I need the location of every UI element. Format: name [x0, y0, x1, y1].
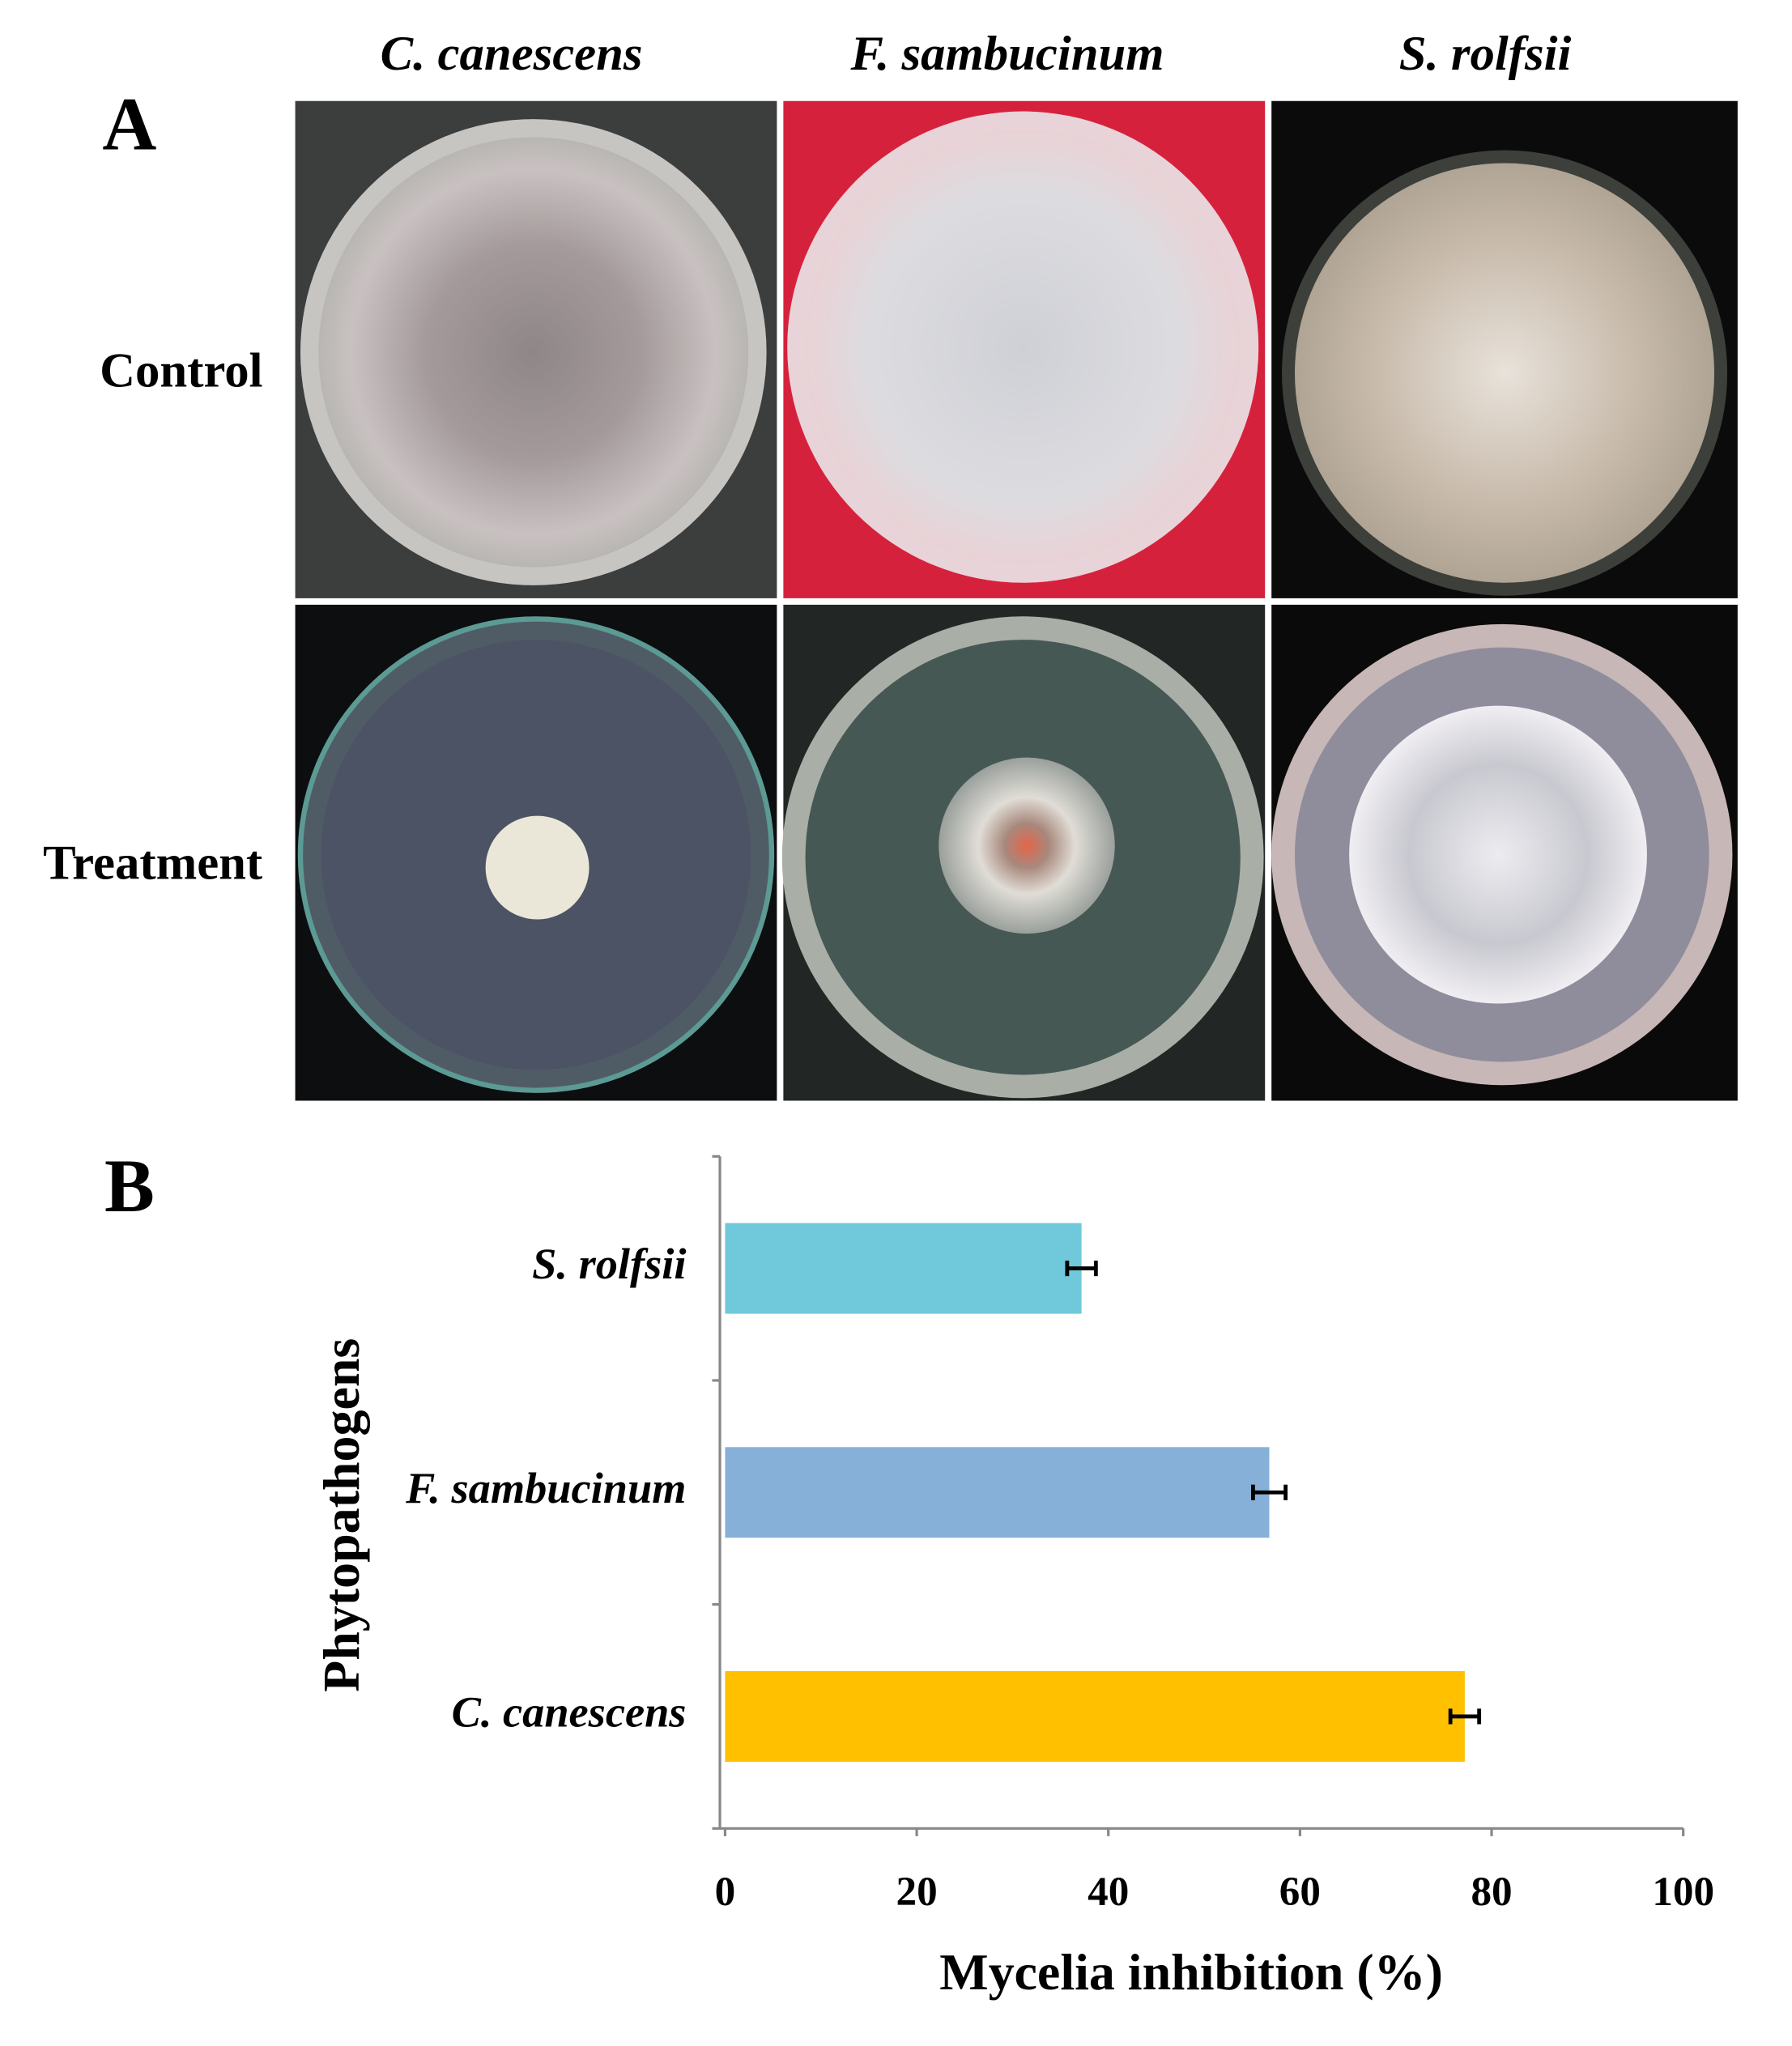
y-tick-label: S. rolfsii [532, 1240, 686, 1288]
x-tick-label: 80 [1471, 1869, 1512, 1915]
x-tick-label: 100 [1652, 1869, 1714, 1915]
bar [725, 1670, 1465, 1762]
photos [295, 100, 1738, 1101]
colony [318, 137, 749, 568]
y-axis-title: Phytopathogens [313, 1338, 370, 1692]
x-tick-label: 60 [1279, 1869, 1321, 1915]
x-axis-title: Mycelia inhibition (%) [939, 1943, 1443, 2001]
error-bar [1065, 1260, 1098, 1277]
x-tick-label: 0 [715, 1869, 736, 1915]
y-tick-label: C. canescens [452, 1687, 687, 1736]
column-label: F. sambucinum [849, 27, 1164, 81]
colony [485, 815, 590, 920]
row-label: Control [100, 344, 262, 398]
column-label: S. rolfsii [1399, 27, 1572, 81]
error-bar [1251, 1484, 1288, 1500]
y-tick-label: F. sambucinum [405, 1464, 686, 1512]
colony [1294, 163, 1715, 583]
bar [725, 1447, 1270, 1538]
x-tick-label: 20 [896, 1869, 938, 1915]
colony [939, 757, 1115, 934]
error-bar [1448, 1708, 1482, 1725]
x-tick-label: 40 [1088, 1869, 1129, 1915]
colony [1349, 705, 1647, 1004]
row-label: Treatment [43, 836, 262, 891]
colony [805, 129, 1241, 565]
bar [725, 1223, 1082, 1314]
panel-label: A [102, 83, 156, 166]
panel-label: B [104, 1145, 155, 1228]
column-label: C. canescens [381, 27, 643, 81]
